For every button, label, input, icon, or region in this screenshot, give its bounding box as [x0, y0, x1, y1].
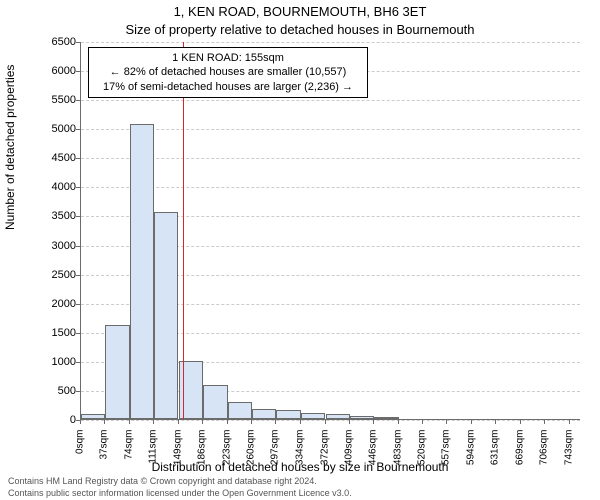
- x-tick-label: 186sqm: [197, 430, 208, 478]
- gridline: [81, 158, 580, 159]
- footer-copyright-1: Contains HM Land Registry data © Crown c…: [8, 476, 317, 486]
- annotation-line: ← 82% of detached houses are smaller (10…: [95, 65, 361, 79]
- y-tick-mark: [76, 129, 80, 130]
- gridline: [81, 100, 580, 101]
- y-tick-label: 5500: [26, 94, 76, 106]
- y-tick-mark: [76, 187, 80, 188]
- x-tick-label: 557sqm: [441, 430, 452, 478]
- x-tick-mark: [422, 420, 423, 424]
- footer-copyright-2: Contains public sector information licen…: [8, 488, 352, 498]
- y-tick-label: 0: [26, 414, 76, 426]
- y-tick-mark: [76, 158, 80, 159]
- y-tick-mark: [76, 246, 80, 247]
- histogram-bar: [203, 385, 227, 419]
- x-tick-label: 149sqm: [173, 430, 184, 478]
- x-tick-label: 409sqm: [344, 430, 355, 478]
- y-tick-label: 2000: [26, 298, 76, 310]
- reference-line: [183, 42, 184, 419]
- histogram-bar: [301, 413, 325, 419]
- y-tick-mark: [76, 100, 80, 101]
- y-tick-label: 6000: [26, 65, 76, 77]
- y-tick-mark: [76, 304, 80, 305]
- y-tick-label: 1000: [26, 356, 76, 368]
- x-tick-label: 743sqm: [563, 430, 574, 478]
- x-tick-label: 372sqm: [319, 430, 330, 478]
- gridline: [81, 420, 580, 421]
- x-tick-mark: [471, 420, 472, 424]
- x-tick-mark: [227, 420, 228, 424]
- x-tick-label: 0sqm: [75, 430, 86, 478]
- histogram-bar: [130, 124, 154, 419]
- histogram-bar: [326, 414, 350, 419]
- y-tick-mark: [76, 391, 80, 392]
- y-tick-mark: [76, 71, 80, 72]
- y-tick-mark: [76, 216, 80, 217]
- y-tick-label: 4500: [26, 152, 76, 164]
- annotation-box: 1 KEN ROAD: 155sqm← 82% of detached hous…: [88, 47, 368, 98]
- y-tick-label: 2500: [26, 269, 76, 281]
- x-tick-label: 260sqm: [246, 430, 257, 478]
- x-tick-mark: [373, 420, 374, 424]
- x-tick-mark: [178, 420, 179, 424]
- chart-title: Size of property relative to detached ho…: [0, 22, 600, 37]
- histogram-bar: [276, 410, 300, 419]
- histogram-bar: [228, 402, 252, 419]
- x-tick-label: 297sqm: [270, 430, 281, 478]
- gridline: [81, 187, 580, 188]
- annotation-line: 1 KEN ROAD: 155sqm: [95, 51, 361, 65]
- x-tick-label: 74sqm: [123, 430, 134, 478]
- x-tick-label: 446sqm: [368, 430, 379, 478]
- y-tick-label: 3000: [26, 240, 76, 252]
- x-tick-label: 706sqm: [539, 430, 550, 478]
- x-tick-label: 223sqm: [221, 430, 232, 478]
- y-tick-label: 1500: [26, 327, 76, 339]
- x-tick-mark: [325, 420, 326, 424]
- x-tick-mark: [495, 420, 496, 424]
- y-tick-label: 3500: [26, 210, 76, 222]
- annotation-line: 17% of semi-detached houses are larger (…: [95, 80, 361, 94]
- y-tick-mark: [76, 42, 80, 43]
- x-tick-mark: [544, 420, 545, 424]
- histogram-bar: [105, 325, 129, 419]
- gridline: [81, 129, 580, 130]
- y-axis-label: Number of detached properties: [3, 65, 17, 230]
- plot-area: [80, 42, 580, 420]
- histogram-bar: [81, 414, 105, 419]
- x-tick-label: 37sqm: [99, 430, 110, 478]
- y-tick-mark: [76, 362, 80, 363]
- y-tick-label: 6500: [26, 36, 76, 48]
- y-tick-label: 4000: [26, 181, 76, 193]
- x-tick-label: 631sqm: [490, 430, 501, 478]
- x-tick-mark: [349, 420, 350, 424]
- x-tick-label: 669sqm: [515, 430, 526, 478]
- histogram-bar: [154, 212, 178, 419]
- x-tick-mark: [80, 420, 81, 424]
- x-tick-mark: [398, 420, 399, 424]
- x-tick-mark: [300, 420, 301, 424]
- x-tick-label: 594sqm: [465, 430, 476, 478]
- y-tick-mark: [76, 333, 80, 334]
- x-tick-label: 483sqm: [392, 430, 403, 478]
- x-tick-mark: [202, 420, 203, 424]
- x-tick-mark: [520, 420, 521, 424]
- x-tick-mark: [275, 420, 276, 424]
- x-tick-mark: [569, 420, 570, 424]
- gridline: [81, 42, 580, 43]
- x-tick-mark: [251, 420, 252, 424]
- histogram-bar: [374, 417, 398, 419]
- chart-container: 1, KEN ROAD, BOURNEMOUTH, BH6 3ET Size o…: [0, 0, 600, 500]
- x-tick-mark: [129, 420, 130, 424]
- chart-supertitle: 1, KEN ROAD, BOURNEMOUTH, BH6 3ET: [0, 4, 600, 19]
- y-tick-label: 5000: [26, 123, 76, 135]
- histogram-bar: [350, 416, 374, 419]
- x-tick-label: 334sqm: [294, 430, 305, 478]
- y-tick-mark: [76, 275, 80, 276]
- histogram-bar: [252, 409, 276, 419]
- x-tick-label: 111sqm: [148, 430, 159, 478]
- x-tick-mark: [153, 420, 154, 424]
- y-tick-label: 500: [26, 385, 76, 397]
- x-tick-label: 520sqm: [417, 430, 428, 478]
- x-tick-mark: [446, 420, 447, 424]
- x-tick-mark: [104, 420, 105, 424]
